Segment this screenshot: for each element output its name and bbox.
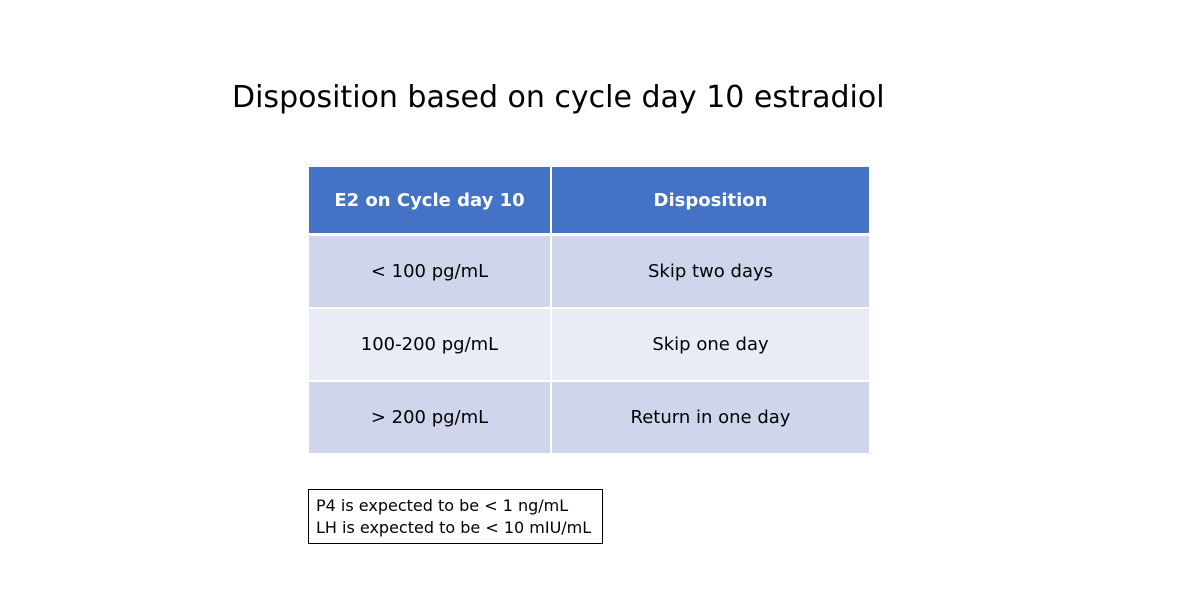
cell-disposition: Skip one day <box>552 309 869 382</box>
slide-title: Disposition based on cycle day 10 estrad… <box>232 80 885 115</box>
header-disposition: Disposition <box>552 167 869 236</box>
cell-e2-value: 100-200 pg/mL <box>309 309 552 382</box>
header-e2-cycle-day: E2 on Cycle day 10 <box>309 167 552 236</box>
cell-disposition: Return in one day <box>552 382 869 455</box>
note-line-p4: P4 is expected to be < 1 ng/mL <box>316 496 569 515</box>
table-row: < 100 pg/mL Skip two days <box>309 236 869 309</box>
table-row: > 200 pg/mL Return in one day <box>309 382 869 455</box>
note-box: P4 is expected to be < 1 ng/mL LH is exp… <box>308 489 603 544</box>
cell-disposition: Skip two days <box>552 236 869 309</box>
cell-e2-value: < 100 pg/mL <box>309 236 552 309</box>
table-row: 100-200 pg/mL Skip one day <box>309 309 869 382</box>
disposition-table: E2 on Cycle day 10 Disposition < 100 pg/… <box>309 167 869 455</box>
table-header-row: E2 on Cycle day 10 Disposition <box>309 167 869 236</box>
cell-e2-value: > 200 pg/mL <box>309 382 552 455</box>
note-line-lh: LH is expected to be < 10 mIU/mL <box>316 518 592 537</box>
